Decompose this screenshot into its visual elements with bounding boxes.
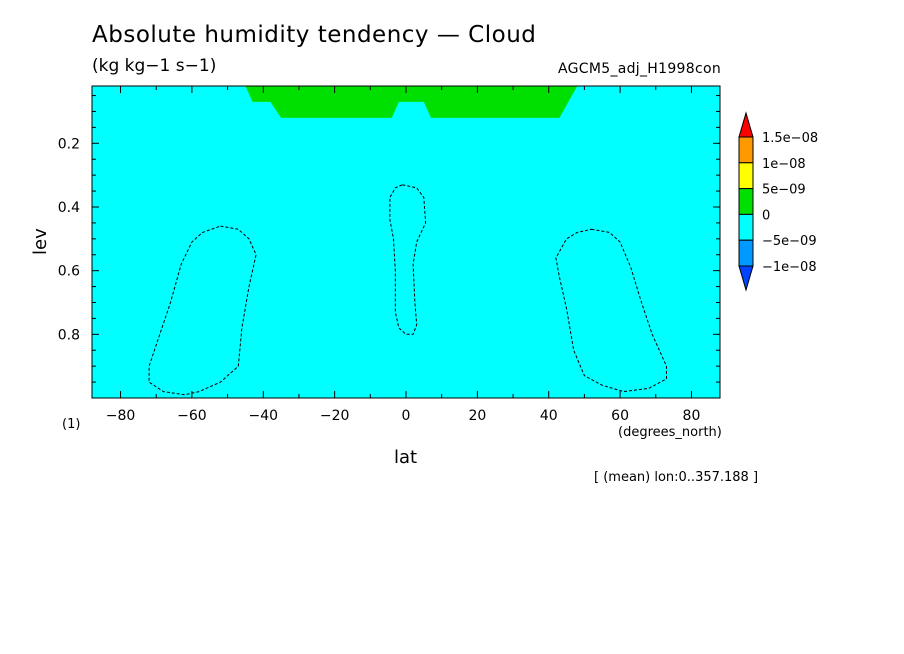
y-tick-label: 0.6 [58,264,80,280]
slice-note: [ (mean) lon:0..357.188 ] [594,470,759,485]
chart-title: Absolute humidity tendency — Cloud [92,22,537,48]
x-tick-label: 60 [611,408,629,424]
dataset-label: AGCM5_adj_H1998con [558,61,721,77]
x-tick-label: 20 [468,408,486,424]
colorbar-swatch [738,239,754,267]
colorbar-cap-bottom [738,265,754,292]
chart-units: (kg kg−1 s−1) [92,56,217,76]
colorbar: 1.5e−08 1e−08 5e−09 0 −5e−09 −1e−08 [738,111,818,292]
y-tick-label: 0.8 [58,327,80,343]
contour-line-2 [389,184,427,335]
x-tick-label: 80 [683,408,701,424]
fill-region-negative [92,86,720,398]
colorbar-level-label: −5e−09 [762,234,817,249]
colorbar-level-label: 1.5e−08 [762,131,818,146]
colorbar-swatch [738,213,754,241]
x-tick-label: −20 [320,408,350,424]
contour-line-3 [555,228,667,393]
x-axis-label: lat [394,447,418,468]
colorbar-level-label: 5e−09 [762,183,806,198]
colorbar-cap-top [738,111,754,138]
colorbar-level-label: 1e−08 [762,157,806,172]
x-tick-label: 40 [540,408,558,424]
y-tick-label: 0.4 [58,200,80,216]
x-axis-unit: (degrees_north) [618,425,722,440]
colorbar-swatch [738,136,754,164]
colorbar-level-label: 0 [762,208,770,223]
x-tick-label: −40 [248,408,278,424]
colorbar-level-label: −1e−08 [762,260,817,275]
axis-note: (1) [62,417,81,432]
x-tick-label: −60 [177,408,207,424]
contour-line-1 [148,225,257,396]
y-tick-label: 0.2 [58,136,80,152]
plot-area [92,86,720,398]
x-tick-label: −80 [106,408,136,424]
axes: −80 −60 −40 −20 0 20 40 60 80 0.2 0.4 0.6 0.8 [58,85,721,424]
x-tick-label: 0 [402,408,411,424]
colorbar-swatch [738,162,754,190]
colorbar-swatch [738,188,754,215]
fill-region-positive [245,86,578,118]
